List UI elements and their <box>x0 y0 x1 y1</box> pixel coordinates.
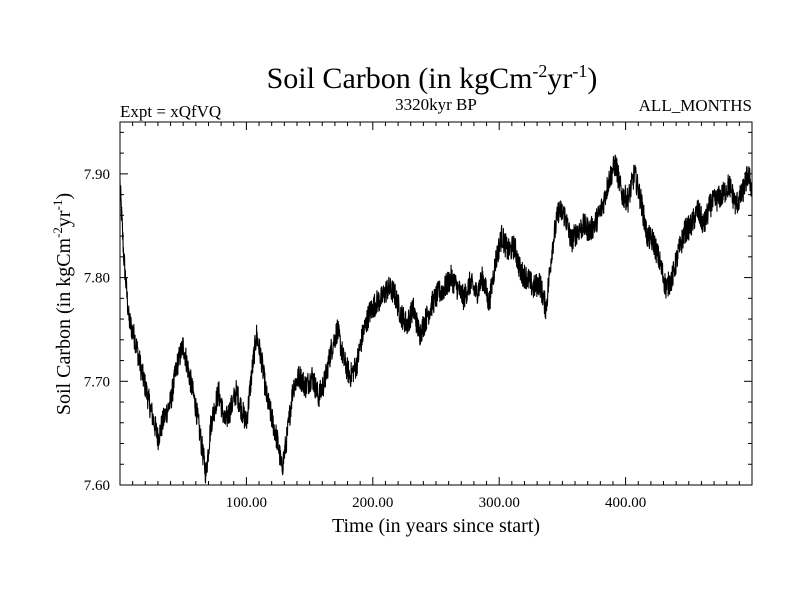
y-tick-label: 7.60 <box>84 478 110 494</box>
y-axis-label: Soil Carbon (in kgCm-2yr-1) <box>50 193 75 415</box>
x-axis-ticks: 100.00 200.00 300.00 400.00 <box>132 122 740 511</box>
x-tick-label: 300.00 <box>479 495 520 511</box>
y-tick-label: 7.90 <box>84 167 110 183</box>
y-tick-label: 7.70 <box>84 374 110 390</box>
y-tick-label: 7.80 <box>84 271 110 287</box>
x-tick-label: 200.00 <box>352 495 393 511</box>
x-tick-label: 100.00 <box>226 495 267 511</box>
series-group <box>119 154 753 484</box>
x-axis-label: Time (in years since start) <box>332 515 540 537</box>
months-label: ALL_MONTHS <box>639 96 752 115</box>
y-axis-ticks: 7.60 7.70 7.80 7.90 <box>84 131 752 494</box>
series-line <box>119 154 753 484</box>
experiment-label: Expt = xQfVQ <box>120 102 221 121</box>
period-label: 3320kyr BP <box>395 95 477 114</box>
chart-title: Soil Carbon (in kgCm-2yr-1) <box>267 61 598 95</box>
x-tick-label: 400.00 <box>605 495 646 511</box>
